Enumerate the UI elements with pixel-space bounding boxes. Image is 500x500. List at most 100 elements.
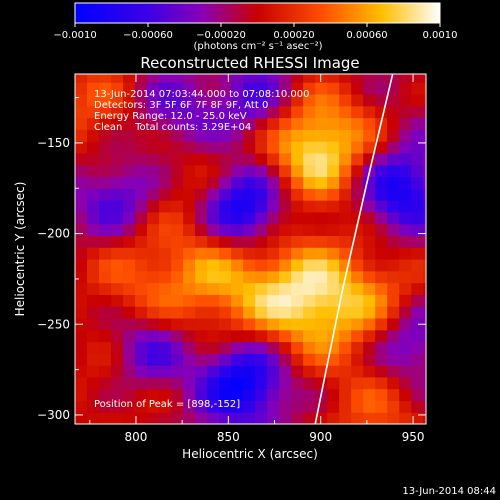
heatmap-cell [255, 235, 268, 248]
heatmap-cell [111, 388, 124, 402]
heatmap-cell [327, 164, 340, 178]
heatmap-cell [339, 117, 352, 130]
heatmap-cell [411, 93, 424, 107]
heatmap-cell [231, 152, 244, 166]
heatmap-cell [195, 141, 208, 154]
heatmap-cell [399, 258, 412, 272]
heatmap-cell [387, 294, 400, 307]
heatmap-cell [339, 317, 352, 331]
heatmap-cell [399, 412, 412, 424]
heatmap-cell [219, 247, 232, 260]
heatmap-cell [123, 341, 136, 354]
heatmap-cell [315, 188, 328, 201]
heatmap-cell [351, 188, 364, 201]
heatmap-cell [423, 211, 426, 225]
x-axis-label: Heliocentric X (arcsec) [182, 447, 318, 461]
heatmap-cell [399, 164, 412, 178]
heatmap-cell [219, 388, 232, 402]
heatmap-cell [363, 141, 376, 154]
heatmap-cell [87, 270, 100, 284]
heatmap-cell [303, 82, 316, 95]
heatmap-cell [75, 93, 88, 107]
heatmap-cell [99, 353, 112, 366]
heatmap-cell [399, 294, 412, 307]
peak-position-label: Position of Peak = [898,-152] [94, 399, 240, 410]
heatmap-cell [87, 74, 100, 83]
heatmap-cell [207, 365, 220, 378]
heatmap-cell [399, 188, 412, 201]
heatmap-cell [423, 388, 426, 402]
heatmap-cell [195, 258, 208, 272]
heatmap-cell [99, 211, 112, 225]
heatmap-cell [411, 317, 424, 331]
heatmap-cell [339, 223, 352, 236]
heatmap-cell [183, 117, 196, 130]
heatmap-cell [75, 129, 88, 142]
heatmap-cell [171, 306, 184, 319]
heatmap-cell [375, 247, 388, 260]
heatmap-cell [327, 235, 340, 248]
heatmap-cell [351, 365, 364, 378]
heatmap-cell [327, 388, 340, 402]
heatmap-cell [159, 93, 172, 107]
heatmap-cell [339, 329, 352, 343]
heatmap-cell [411, 188, 424, 201]
heatmap-cell [231, 188, 244, 201]
heatmap-cell [303, 188, 316, 201]
heatmap-cell [387, 270, 400, 284]
heatmap-cell [183, 270, 196, 284]
heatmap-cell [99, 306, 112, 319]
heatmap-cell [423, 74, 426, 83]
heatmap-cell [159, 388, 172, 402]
heatmap-cell [423, 129, 426, 142]
heatmap-cell [75, 152, 88, 166]
heatmap-cell [315, 223, 328, 236]
heatmap-cell [195, 129, 208, 142]
heatmap-cell [195, 117, 208, 130]
heatmap-cell [375, 152, 388, 166]
heatmap-cell [99, 105, 112, 119]
heatmap-cell [135, 200, 148, 213]
heatmap-cell [327, 294, 340, 307]
heatmap-cell [411, 129, 424, 142]
heatmap-cell [147, 341, 160, 354]
heatmap-cell [87, 211, 100, 225]
heatmap-cell [363, 258, 376, 272]
heatmap-cell [75, 200, 88, 213]
heatmap-cell [363, 365, 376, 378]
heatmap-cell [279, 341, 292, 354]
heatmap-cell [303, 317, 316, 331]
heatmap-cell [375, 388, 388, 402]
heatmap-cell [363, 74, 376, 83]
heatmap-cell [351, 129, 364, 142]
heatmap-cell [303, 306, 316, 319]
heatmap-cell [339, 141, 352, 154]
heatmap-cell [423, 294, 426, 307]
heatmap-cell [375, 329, 388, 343]
heatmap-cell [399, 82, 412, 95]
heatmap-cell [315, 93, 328, 107]
heatmap-cell [291, 117, 304, 130]
heatmap-cell [135, 176, 148, 189]
heatmap-cell [399, 235, 412, 248]
heatmap-cell [183, 306, 196, 319]
heatmap-cell [375, 211, 388, 225]
heatmap-cell [423, 176, 426, 189]
heatmap-cell [291, 294, 304, 307]
heatmap-cell [363, 117, 376, 130]
heatmap-cell [303, 117, 316, 130]
heatmap-cell [123, 105, 136, 119]
heatmap-cell [87, 376, 100, 390]
heatmap-cell [279, 306, 292, 319]
heatmap-cell [195, 176, 208, 189]
heatmap-cell [183, 164, 196, 178]
heatmap-cell [387, 200, 400, 213]
heatmap-cell [111, 306, 124, 319]
heatmap-cell [339, 105, 352, 119]
heatmap-cell [183, 105, 196, 119]
heatmap-cell [195, 105, 208, 119]
heatmap-cell [207, 117, 220, 130]
heatmap-cell [195, 74, 208, 83]
heatmap-cell [387, 247, 400, 260]
heatmap-cell [399, 329, 412, 343]
